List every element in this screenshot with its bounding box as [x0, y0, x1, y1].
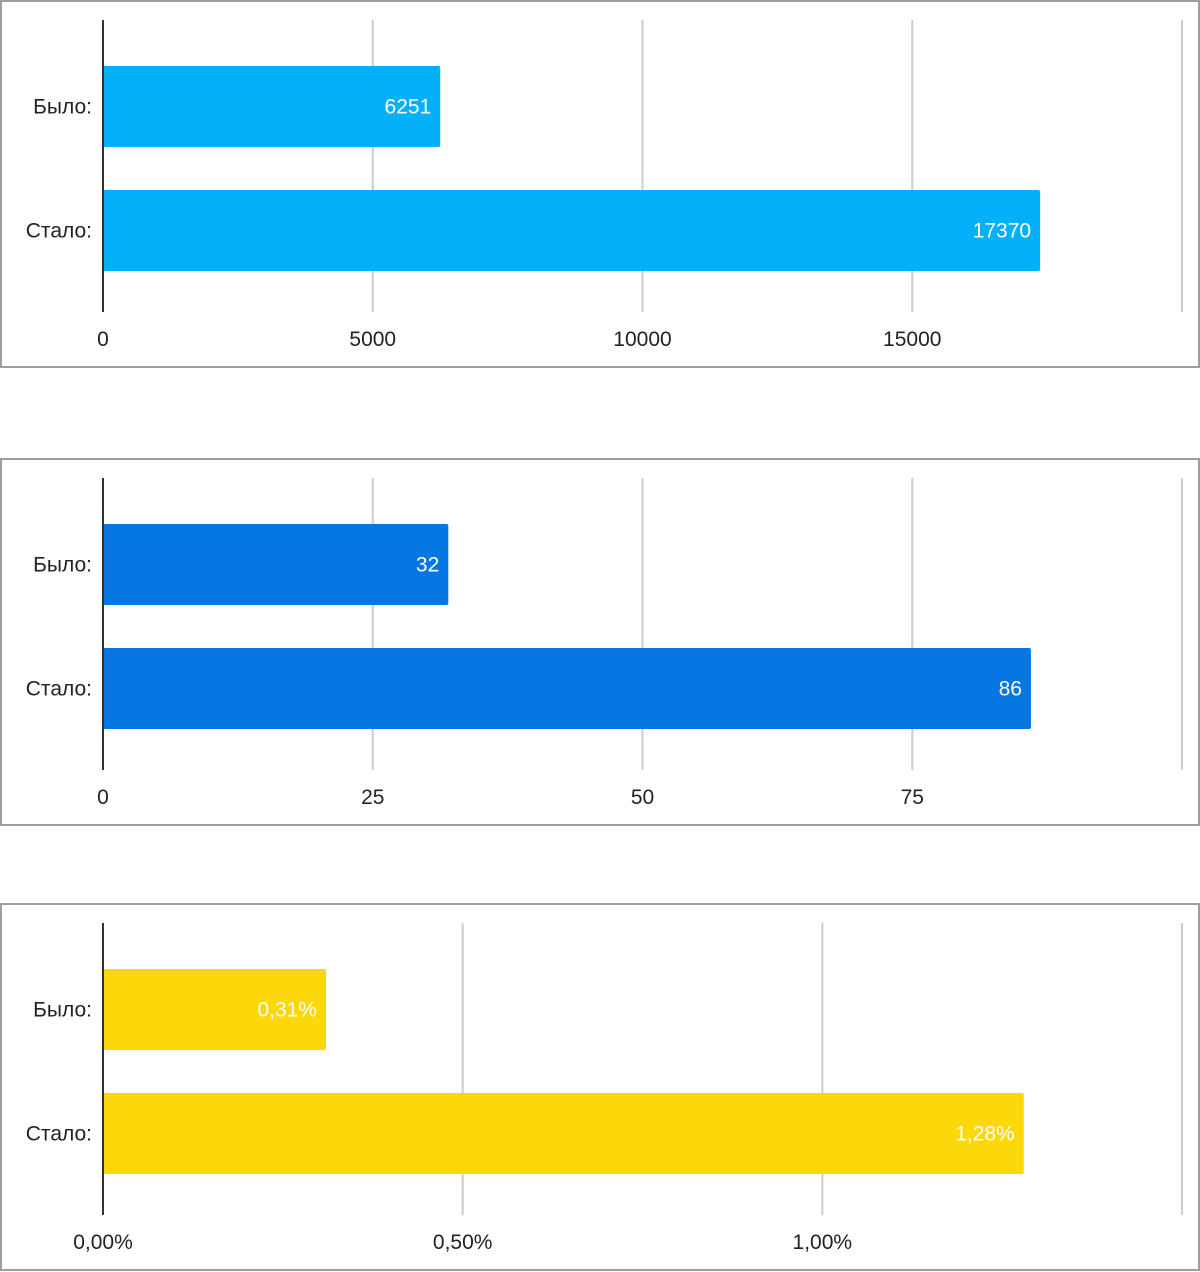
bar-bylo — [103, 66, 441, 147]
x-tick-label: 50 — [631, 786, 654, 809]
x-tick-label: 0 — [97, 786, 109, 809]
x-tick-label: 0,00% — [73, 1231, 133, 1254]
category-label: Было: — [33, 999, 92, 1022]
data-label: 17370 — [973, 220, 1031, 243]
category-label: Было: — [33, 554, 92, 577]
bar-bylo — [103, 524, 449, 605]
x-tick-label: 0 — [97, 328, 109, 351]
x-tick-label: 15000 — [883, 328, 941, 351]
category-label: Стало: — [26, 678, 92, 701]
x-tick-label: 1,00% — [793, 1231, 853, 1254]
bar-chart-2: 32 Было: 86 Стало: 0 25 50 75 — [26, 478, 1183, 809]
x-tick-label: 10000 — [613, 328, 671, 351]
x-tick-label: 5000 — [349, 328, 396, 351]
data-label: 86 — [999, 678, 1022, 701]
category-label: Стало: — [26, 1123, 92, 1146]
x-tick-label: 0,50% — [433, 1231, 493, 1254]
data-label: 0,31% — [257, 999, 317, 1022]
bar-stalo — [103, 1093, 1024, 1174]
chart-panel-3: 0,31% Было: 1,28% Стало: 0,00% 0,50% 1,00% — [0, 903, 1200, 1271]
bar-bylo — [103, 969, 326, 1050]
bar-stalo — [103, 648, 1031, 729]
data-label: 1,28% — [955, 1123, 1015, 1146]
category-label: Стало: — [26, 220, 92, 243]
bar-stalo — [103, 190, 1041, 271]
bar-chart-1: 6251 Было: 17370 Стало: 0 5000 10000 15000 — [26, 20, 1183, 351]
chart-panel-1: 6251 Было: 17370 Стало: 0 5000 10000 15000 — [0, 0, 1200, 368]
data-label: 6251 — [385, 96, 432, 119]
x-tick-label: 25 — [361, 786, 384, 809]
data-label: 32 — [416, 554, 439, 577]
category-label: Было: — [33, 96, 92, 119]
bar-chart-3: 0,31% Было: 1,28% Стало: 0,00% 0,50% 1,00% — [26, 923, 1183, 1254]
x-tick-label: 75 — [901, 786, 924, 809]
chart-panel-2: 32 Было: 86 Стало: 0 25 50 75 — [0, 458, 1200, 826]
